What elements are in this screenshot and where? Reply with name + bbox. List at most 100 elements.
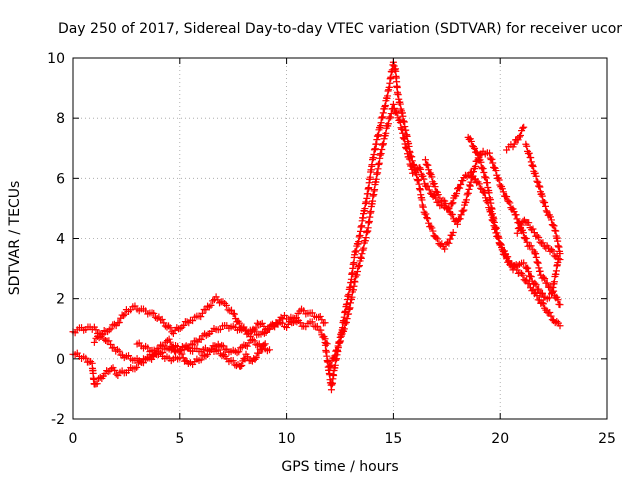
data-point	[462, 196, 470, 204]
data-point	[466, 182, 474, 190]
data-point	[219, 342, 227, 350]
data-point	[457, 211, 465, 219]
y-tick-label: 6	[56, 171, 65, 187]
data-point	[96, 373, 104, 381]
data-point	[393, 109, 401, 117]
y-tick-label: 4	[56, 232, 65, 248]
data-point	[251, 355, 259, 363]
data-point	[448, 200, 456, 208]
x-tick-label: 5	[175, 431, 184, 447]
data-point	[105, 337, 113, 345]
data-point	[333, 346, 341, 354]
data-point	[197, 356, 205, 364]
data-point	[534, 178, 542, 186]
data-point	[420, 175, 428, 183]
data-point	[387, 113, 395, 121]
data-point	[238, 326, 246, 334]
data-point	[504, 253, 512, 261]
data-point	[465, 185, 473, 193]
data-point	[292, 314, 300, 322]
data-point	[211, 342, 219, 350]
data-point	[515, 133, 523, 141]
data-point	[519, 229, 527, 237]
data-point	[269, 320, 277, 328]
data-point	[265, 325, 273, 333]
data-point	[341, 320, 349, 328]
data-point	[178, 343, 186, 351]
data-point	[250, 337, 258, 345]
data-point	[470, 168, 477, 176]
data-point	[434, 191, 442, 199]
data-point	[389, 100, 397, 108]
series-track-h	[464, 133, 562, 303]
data-point	[238, 361, 246, 369]
data-point	[549, 247, 557, 255]
data-point	[209, 297, 217, 305]
data-point	[525, 149, 533, 157]
data-point	[82, 354, 90, 362]
data-point	[187, 340, 195, 348]
data-point	[541, 198, 549, 206]
data-point	[321, 319, 329, 327]
data-point	[115, 319, 123, 327]
data-point	[510, 140, 518, 148]
data-point	[160, 319, 168, 327]
data-point	[478, 163, 486, 171]
data-point	[216, 343, 224, 351]
data-point	[409, 169, 417, 177]
data-point	[352, 248, 360, 256]
data-point	[259, 345, 267, 353]
data-point	[457, 181, 465, 189]
data-point	[413, 176, 421, 183]
data-point	[527, 158, 535, 166]
data-point	[204, 302, 212, 310]
data-point	[445, 239, 453, 247]
data-point	[403, 150, 411, 158]
data-point	[218, 341, 226, 349]
data-point	[532, 250, 540, 258]
data-point	[467, 178, 475, 186]
data-point	[527, 273, 535, 281]
data-point	[158, 315, 166, 323]
data-point	[198, 309, 206, 317]
data-point	[169, 330, 177, 338]
data-point	[525, 268, 533, 276]
data-point	[548, 221, 556, 229]
data-point	[532, 281, 540, 289]
data-point	[512, 211, 520, 219]
data-point	[432, 234, 440, 242]
data-point	[531, 169, 539, 177]
data-point	[523, 142, 531, 150]
data-point	[424, 215, 432, 223]
data-point	[317, 326, 325, 334]
data-point	[90, 338, 98, 346]
data-point	[514, 262, 522, 270]
data-point	[481, 173, 489, 181]
data-point	[402, 144, 410, 152]
data-point	[113, 346, 121, 354]
data-point	[316, 312, 324, 320]
data-point	[463, 191, 471, 199]
data-point	[469, 172, 477, 180]
data-point	[326, 362, 334, 370]
data-point	[422, 210, 430, 218]
data-point	[550, 222, 558, 230]
data-point	[417, 165, 425, 173]
series-track-d	[133, 339, 269, 370]
data-point	[498, 185, 506, 193]
data-point	[513, 229, 521, 237]
data-point	[556, 250, 564, 258]
data-point	[472, 148, 480, 156]
data-point	[424, 182, 432, 190]
x-axis-label: GPS time / hours	[281, 459, 398, 475]
data-point	[477, 158, 485, 166]
data-point	[448, 211, 456, 219]
data-point	[95, 334, 103, 342]
data-point	[214, 346, 222, 354]
data-point	[442, 199, 450, 207]
data-markers	[69, 58, 564, 394]
data-point	[120, 312, 128, 320]
data-point	[177, 346, 185, 354]
data-point	[545, 294, 553, 302]
data-point	[332, 347, 340, 355]
